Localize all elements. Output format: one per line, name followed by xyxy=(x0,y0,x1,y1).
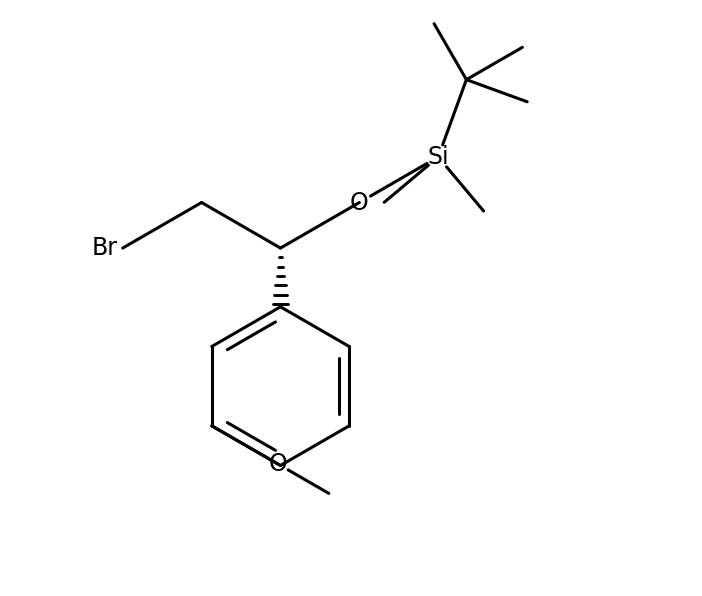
Text: O: O xyxy=(269,452,287,476)
Text: Br: Br xyxy=(92,236,118,260)
Text: Si: Si xyxy=(428,145,449,169)
Text: O: O xyxy=(350,191,369,215)
